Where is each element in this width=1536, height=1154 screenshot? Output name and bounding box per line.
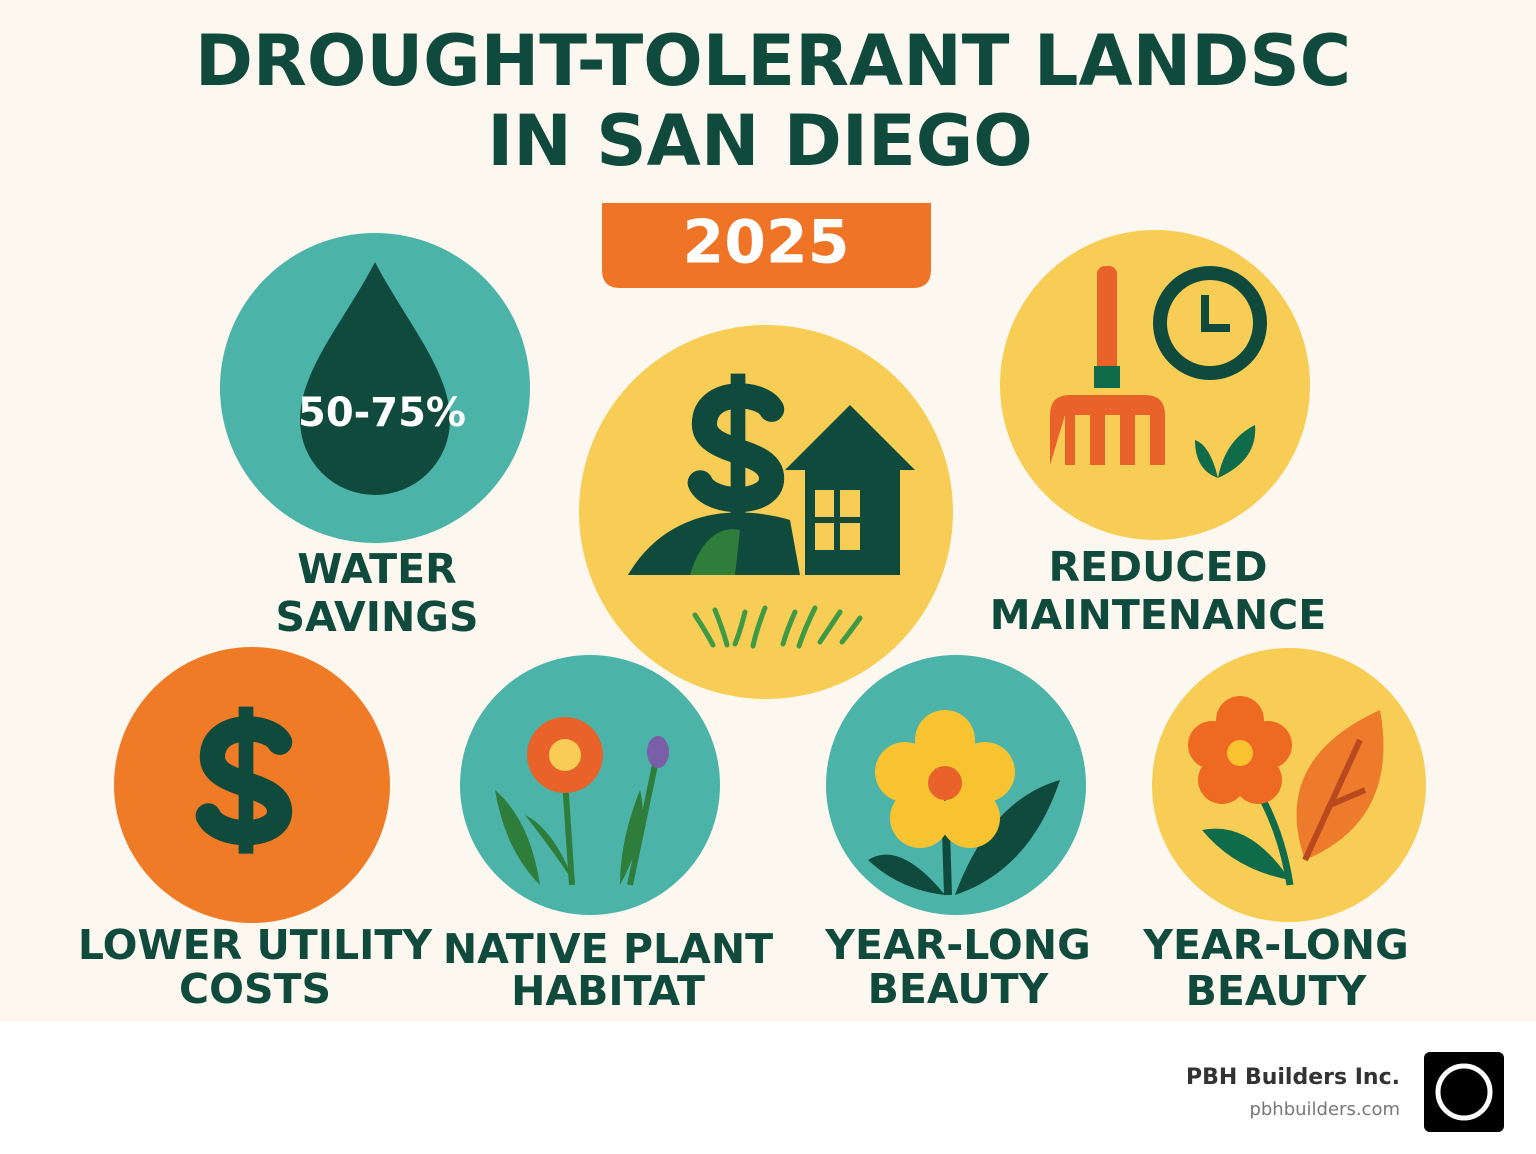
badge xyxy=(602,203,931,288)
rake xyxy=(1050,395,1165,465)
clock xyxy=(1153,266,1267,380)
icon-circle xyxy=(1000,230,1310,540)
dollar xyxy=(208,707,279,854)
benefit-label: SAVINGS xyxy=(276,593,479,641)
leaf xyxy=(1195,425,1256,478)
benefit-label: WATER xyxy=(297,545,456,593)
benefit-label: NATIVE PLANT xyxy=(443,925,773,973)
flower xyxy=(868,710,1060,896)
drop xyxy=(300,262,450,495)
benefit-label: COSTS xyxy=(179,965,331,1013)
benefit-label: BEAUTY xyxy=(1186,967,1368,1015)
footer-bg xyxy=(0,1022,1536,1154)
flower-leaf xyxy=(1188,696,1384,886)
benefit-label: MAINTENANCE xyxy=(990,591,1327,639)
benefit-label: REDUCED xyxy=(1048,543,1267,591)
icon-circle xyxy=(460,655,720,915)
figure: 50-75% xyxy=(298,390,466,436)
title: IN SAN DIEGO xyxy=(487,100,1032,182)
dollar xyxy=(700,374,771,521)
logo-ring xyxy=(1435,1063,1493,1121)
benefit-label: YEAR-LONG xyxy=(824,921,1091,969)
rake xyxy=(1097,266,1117,376)
benefit-label: YEAR-LONG xyxy=(1142,921,1409,969)
flowers xyxy=(495,717,669,886)
benefit-label: LOWER UTILITY xyxy=(78,921,433,969)
badge-text: 2025 xyxy=(683,208,850,278)
benefit-label: HABITAT xyxy=(511,967,705,1015)
grass xyxy=(692,605,863,649)
hill xyxy=(690,529,740,575)
title: DROUGHT-TOLERANT LANDSC xyxy=(195,20,1351,102)
benefit-label: BEAUTY xyxy=(868,965,1050,1013)
website: pbhbuilders.com xyxy=(1249,1099,1400,1120)
company: PBH Builders Inc. xyxy=(1186,1065,1400,1090)
